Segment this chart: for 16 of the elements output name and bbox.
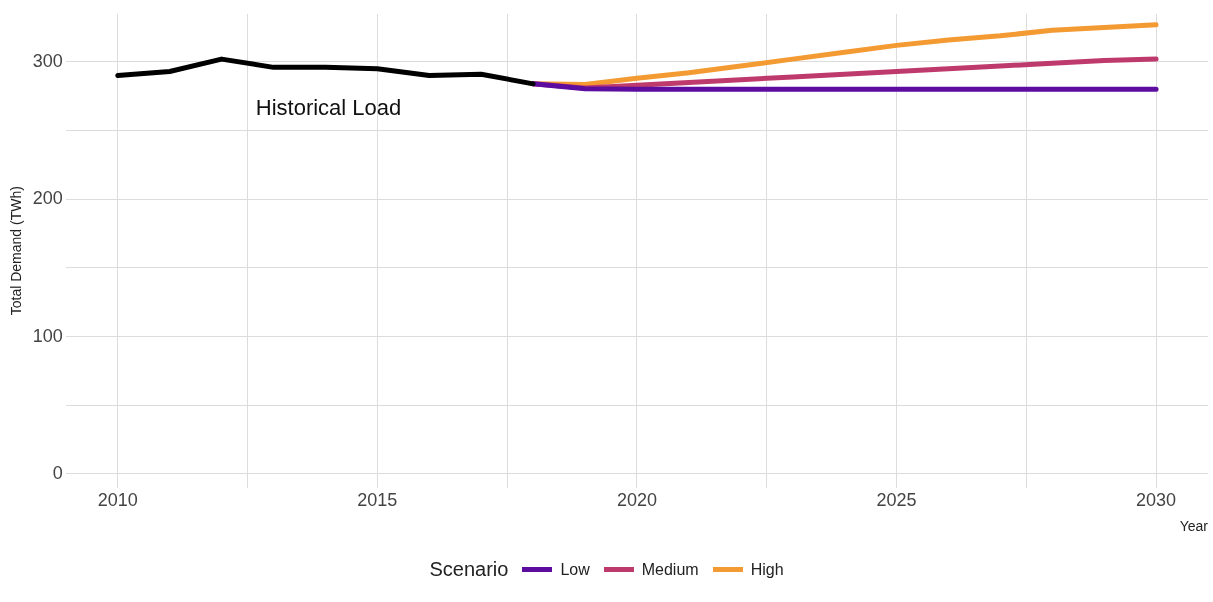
x-tick-label: 2030 <box>1136 490 1177 511</box>
legend-label: Medium <box>641 560 699 579</box>
x-tick-label: 2015 <box>357 490 398 511</box>
legend-title: Scenario <box>429 558 509 581</box>
legend-label: Low <box>560 560 590 579</box>
y-tick-label: 0 <box>52 462 63 483</box>
legend-label: High <box>750 560 784 579</box>
x-tick-label: 2025 <box>876 490 917 511</box>
annotation: Historical Load <box>255 94 402 120</box>
y-tick-label: 300 <box>32 50 63 71</box>
y-tick-label: 100 <box>32 325 63 346</box>
y-axis-title: Total Demand (TWh) <box>8 186 25 316</box>
x-axis-title: Year <box>1179 518 1209 535</box>
x-tick-label: 2010 <box>97 490 138 511</box>
x-tick-label: 2020 <box>616 490 657 511</box>
y-tick-label: 200 <box>32 188 63 209</box>
